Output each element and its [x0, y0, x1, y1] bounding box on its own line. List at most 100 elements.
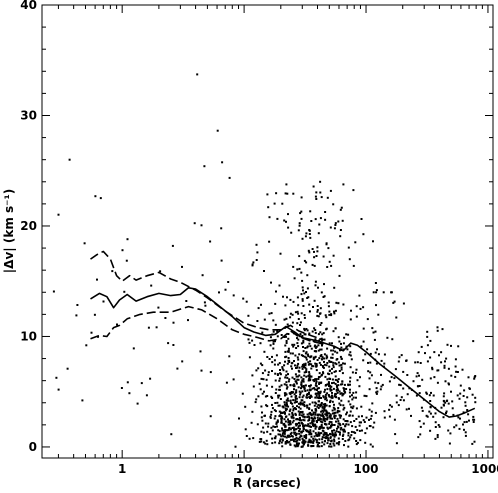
scatter-point	[333, 415, 336, 418]
scatter-point	[300, 271, 303, 274]
scatter-point	[318, 397, 320, 400]
scatter-point	[318, 357, 321, 360]
scatter-point	[303, 314, 306, 316]
scatter-point	[159, 270, 162, 273]
scatter-point	[322, 418, 325, 421]
scatter-point	[307, 441, 310, 444]
scatter-point	[308, 403, 311, 406]
scatter-point	[336, 411, 339, 414]
scatter-point	[287, 333, 290, 335]
scatter-point	[343, 430, 346, 433]
scatter-point	[281, 367, 284, 370]
scatter-point	[297, 304, 300, 307]
scatter-point	[266, 405, 269, 408]
scatter-point	[348, 258, 351, 261]
scatter-point	[319, 324, 322, 326]
scatter-point	[209, 240, 212, 243]
scatter-point	[333, 440, 336, 443]
scatter-point	[442, 395, 445, 398]
scatter-point	[348, 438, 351, 441]
scatter-point	[447, 367, 450, 370]
scatter-point	[52, 290, 55, 293]
scatter-point	[324, 395, 327, 398]
scatter-point	[356, 379, 359, 382]
scatter-point	[286, 386, 289, 389]
scatter-point	[337, 420, 340, 423]
scatter-point	[331, 424, 334, 426]
scatter-point	[447, 382, 450, 385]
scatter-point	[350, 430, 353, 433]
scatter-point	[445, 410, 448, 413]
scatter-point	[471, 442, 474, 445]
scatter-point	[322, 430, 325, 433]
scatter-point	[312, 430, 315, 433]
scatter-point	[271, 429, 274, 432]
scatter-point	[291, 343, 294, 346]
scatter-point	[305, 434, 308, 436]
scatter-point	[286, 376, 289, 379]
scatter-point	[315, 369, 318, 372]
scatter-point	[302, 378, 305, 381]
scatter-point	[285, 183, 288, 186]
scatter-point	[302, 341, 305, 344]
scatter-point	[405, 408, 408, 411]
scatter-point	[305, 375, 308, 378]
scatter-point	[289, 443, 292, 446]
scatter-point	[317, 349, 320, 352]
scatter-point	[331, 353, 334, 356]
scatter-point	[328, 412, 330, 415]
scatter-point	[426, 344, 429, 347]
scatter-point	[372, 331, 375, 334]
scatter-point	[327, 434, 329, 437]
scatter-point	[293, 432, 296, 435]
scatter-point	[320, 397, 322, 399]
scatter-point	[432, 415, 435, 418]
scatter-point	[306, 353, 309, 356]
scatter-point	[429, 412, 432, 415]
scatter-point	[416, 372, 419, 375]
scatter-point	[299, 393, 302, 396]
scatter-point	[316, 443, 319, 446]
scatter-point	[299, 401, 302, 404]
y-tick-label: 30	[20, 108, 37, 122]
scatter-point	[297, 410, 300, 413]
scatter-point	[321, 413, 324, 415]
scatter-point	[299, 403, 302, 406]
scatter-point	[316, 396, 319, 399]
scatter-point	[362, 359, 365, 362]
scatter-point	[374, 330, 377, 333]
scatter-point	[307, 379, 310, 382]
scatter-point	[305, 351, 308, 354]
scatter-point	[310, 220, 313, 222]
scatter-point	[322, 371, 324, 374]
scatter-point	[298, 224, 301, 227]
scatter-point	[309, 433, 311, 436]
scatter-point	[463, 428, 465, 431]
scatter-point	[285, 220, 287, 223]
scatter-point	[274, 426, 277, 428]
scatter-point	[328, 405, 331, 408]
scatter-point	[309, 431, 312, 434]
scatter-point	[466, 409, 469, 411]
scatter-point	[332, 381, 335, 384]
scatter-point	[85, 344, 88, 347]
scatter-point	[308, 251, 311, 254]
scatter-point	[294, 364, 296, 367]
scatter-point	[333, 412, 336, 415]
scatter-point	[338, 422, 341, 425]
scatter-point	[370, 410, 373, 413]
scatter-point	[270, 281, 272, 284]
scatter-point	[302, 403, 304, 406]
scatter-point	[333, 403, 335, 406]
scatter-point	[287, 213, 289, 216]
scatter-point	[290, 391, 293, 393]
scatter-point	[337, 361, 340, 364]
scatter-point	[303, 386, 306, 389]
scatter-point	[224, 288, 227, 291]
scatter-point	[343, 444, 345, 447]
scatter-point	[301, 298, 304, 301]
scatter-point	[458, 427, 461, 430]
scatter-point	[346, 348, 349, 351]
scatter-point	[280, 419, 283, 422]
scatter-point	[349, 403, 352, 406]
